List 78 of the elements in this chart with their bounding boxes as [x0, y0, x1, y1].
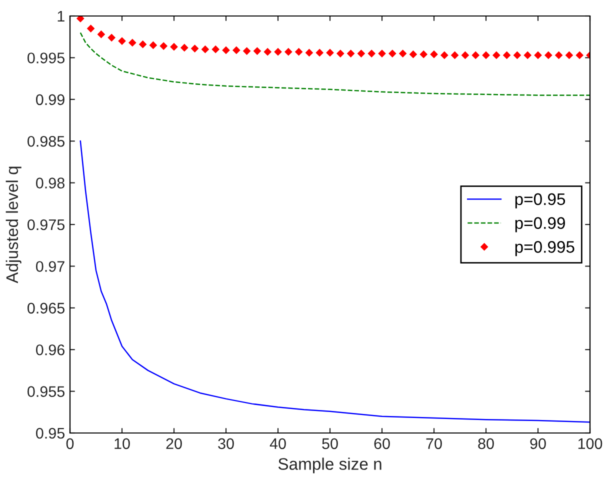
point [326, 49, 334, 56]
point [492, 52, 500, 59]
point [358, 50, 365, 58]
point [76, 16, 84, 22]
line-series [80, 32, 590, 96]
y-tick-label: 0.965 [28, 302, 64, 314]
y-tick-label: 1 [58, 11, 64, 22]
point [243, 47, 250, 55]
point [139, 40, 146, 48]
legend-label: p=0.995 [515, 241, 574, 256]
x-tick-label: 60 [374, 438, 390, 450]
x-tick-label: 90 [530, 438, 546, 450]
point [150, 42, 157, 49]
point [451, 52, 458, 59]
y-tick-label: 0.98 [36, 178, 64, 188]
point [295, 48, 302, 56]
point [566, 52, 573, 59]
point [576, 52, 584, 59]
x-tick-label: 80 [478, 438, 494, 450]
point [284, 48, 292, 56]
point [202, 46, 209, 53]
point [524, 52, 532, 59]
y-tick-label: 0.975 [28, 219, 64, 230]
x-tick-label: 0 [66, 438, 74, 450]
point [254, 47, 261, 55]
x-tick-label: 30 [218, 438, 234, 450]
point [430, 50, 438, 58]
y-tick-label: 0.99 [36, 94, 64, 106]
y-tick-label: 0.995 [28, 52, 64, 64]
x-tick-label: 20 [166, 438, 182, 450]
x-tick-label: 100 [578, 438, 602, 450]
point [482, 52, 490, 59]
point [316, 49, 324, 56]
point [399, 50, 406, 58]
y-tick-label: 0.955 [28, 386, 64, 397]
point [368, 50, 376, 58]
x-tick-label: 70 [426, 438, 442, 450]
legend-label: p=0.99 [515, 217, 565, 232]
x-axis-title: Sample size n [278, 458, 382, 474]
point [191, 44, 198, 52]
line-series [80, 140, 590, 423]
point [160, 42, 168, 50]
point [462, 52, 469, 59]
y-tick-label: 0.97 [36, 261, 64, 272]
point [503, 52, 510, 59]
point [170, 43, 178, 50]
point [336, 50, 344, 58]
point [410, 50, 417, 58]
point [180, 44, 188, 52]
legend-label: p=0.95 [515, 193, 566, 208]
y-tick-label: 0.95 [36, 428, 64, 439]
x-tick-label: 10 [114, 438, 130, 450]
point [212, 46, 220, 53]
point [264, 48, 272, 56]
point [388, 50, 396, 58]
point [514, 52, 521, 59]
y-tick-label: 0.96 [36, 344, 64, 356]
point [440, 52, 448, 59]
point [128, 39, 136, 46]
point [306, 49, 313, 56]
point [347, 50, 354, 58]
point [378, 50, 386, 58]
point [274, 48, 282, 56]
point [232, 46, 240, 54]
point [118, 37, 126, 45]
point [87, 24, 94, 32]
point [534, 52, 542, 59]
point [420, 50, 428, 58]
y-tick-label: 0.985 [28, 136, 64, 147]
point [472, 52, 480, 59]
x-tick-label: 50 [322, 438, 338, 450]
point [555, 52, 562, 59]
x-tick-label: 40 [270, 438, 286, 450]
point [98, 30, 105, 38]
y-axis-title: Adjusted level q [6, 166, 22, 284]
point [222, 46, 230, 54]
point [544, 52, 552, 59]
point [108, 34, 116, 42]
